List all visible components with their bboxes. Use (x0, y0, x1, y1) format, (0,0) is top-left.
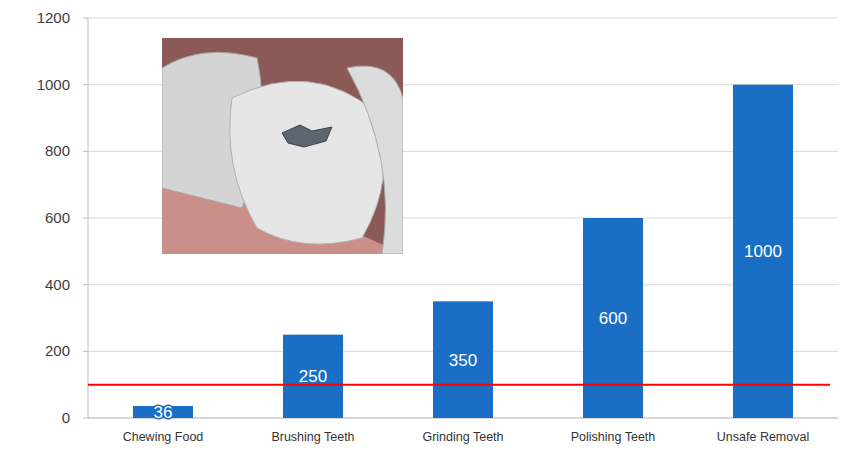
data-label: 1000 (744, 242, 782, 261)
threshold-group (88, 384, 830, 385)
grid-line (88, 284, 838, 285)
data-label: 600 (599, 309, 627, 328)
data-label: 250 (299, 367, 327, 386)
y-tick (83, 351, 88, 352)
x-tick-label: Unsafe Removal (717, 430, 809, 444)
inset-bg (162, 38, 403, 254)
y-tick-label: 0 (62, 409, 70, 426)
data-label: 350 (449, 351, 477, 370)
y-tick-label: 600 (45, 209, 70, 226)
y-tick-label: 800 (45, 142, 70, 159)
x-tick-label: Grinding Teeth (422, 430, 503, 444)
y-tick-label: 1000 (37, 76, 70, 93)
bars (133, 85, 793, 418)
inset-tooth (230, 81, 384, 244)
grid-line (88, 18, 838, 19)
x-tick-label: Brushing Teeth (271, 430, 354, 444)
bar (733, 85, 793, 418)
y-tick (83, 284, 88, 285)
bar (583, 218, 643, 418)
inset-content (162, 38, 403, 254)
bar (283, 335, 343, 418)
chart: 0 200 400 600 800 1000 1200 36 250 350 600 1000 Chew… (0, 0, 844, 450)
y-tick (83, 18, 88, 19)
y-axis (88, 18, 89, 418)
grid (83, 18, 838, 418)
y-tick-label: 200 (45, 342, 70, 359)
inset-tooth (347, 66, 403, 254)
threshold-line (88, 384, 830, 386)
y-tick (83, 418, 88, 419)
bar (433, 301, 493, 418)
x-tick-label: Chewing Food (123, 430, 204, 444)
y-tick (83, 151, 88, 152)
y-tick (83, 84, 88, 85)
data-label: 36 (154, 403, 173, 422)
y-tick (83, 218, 88, 219)
inset-illustration (162, 38, 403, 254)
inset-filling (282, 125, 332, 147)
x-tick-label: Polishing Teeth (571, 430, 656, 444)
y-tick-label: 1200 (37, 9, 70, 26)
y-tick-label: 400 (45, 276, 70, 293)
